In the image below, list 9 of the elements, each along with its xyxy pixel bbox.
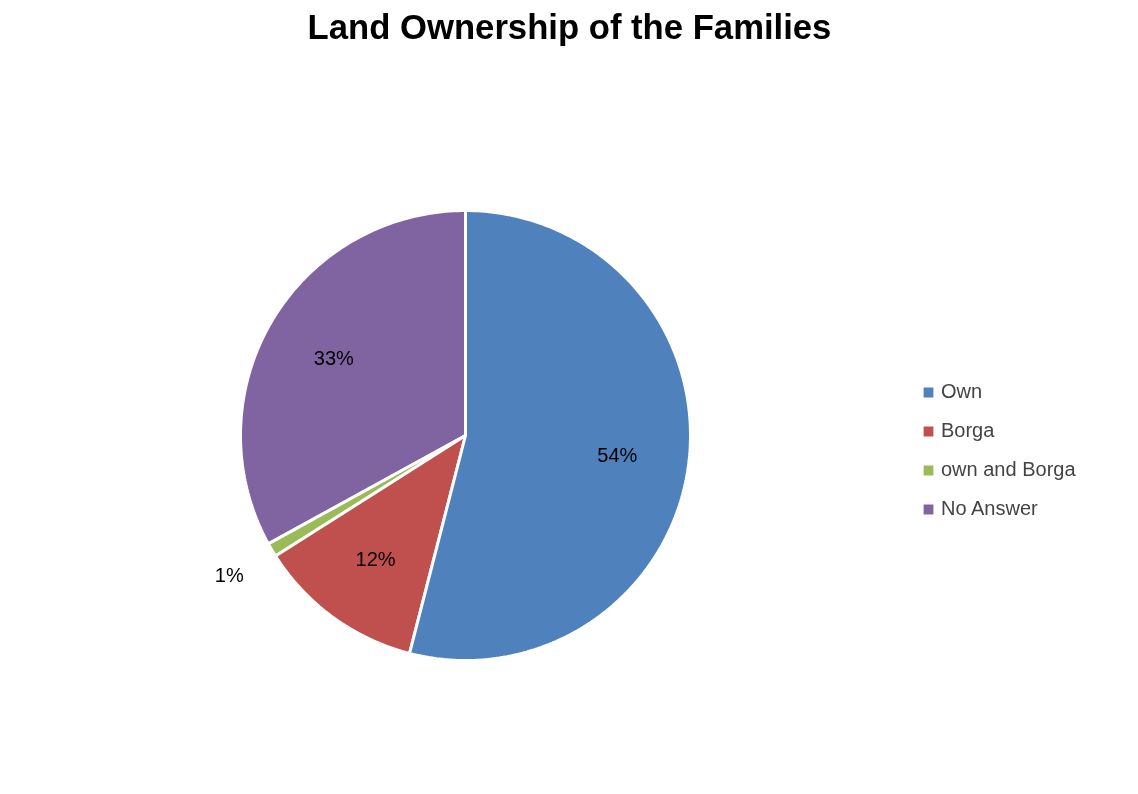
legend-label: Borga: [941, 419, 995, 442]
chart-title: Land Ownership of the Families: [307, 7, 832, 46]
data-label: 1%: [214, 564, 244, 587]
legend-label: Own: [941, 380, 983, 403]
data-label: 12%: [355, 548, 396, 571]
legend-label: No Answer: [941, 497, 1038, 520]
data-label: 54%: [597, 443, 638, 466]
legend-label: own and Borga: [941, 458, 1076, 481]
data-label: 33%: [313, 346, 355, 369]
